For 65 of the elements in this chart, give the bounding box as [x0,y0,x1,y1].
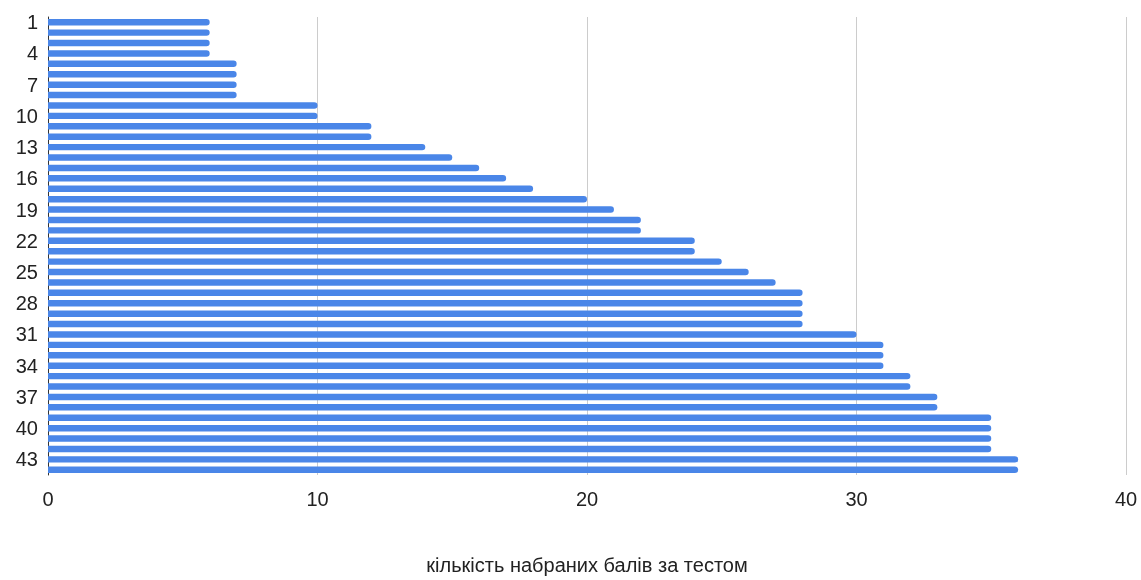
bar [48,456,1019,463]
bar [48,352,884,359]
bar [48,289,803,297]
bar [48,102,318,109]
x-tick-label: 20 [575,488,599,510]
bar [48,268,749,276]
bar [48,237,695,245]
bar [48,29,210,36]
bar [48,435,992,442]
x-tick-label: 10 [306,488,329,510]
bar [48,279,776,286]
bar [48,216,641,224]
y-tick-label: 4 [26,42,38,65]
bar [48,133,372,140]
y-tick-label: 34 [15,354,38,377]
bar [48,60,237,68]
bar [48,91,237,99]
bar [48,112,318,120]
y-tick-label: 16 [15,167,38,190]
y-tick-label: 43 [15,448,38,471]
bar [48,154,453,161]
y-tick-label: 7 [26,73,38,96]
y-tick-label: 10 [15,104,38,127]
bar [48,71,237,78]
bar [48,414,992,421]
bar [48,372,911,380]
bar [48,81,237,88]
bar [48,247,695,255]
bar [48,39,210,47]
x-tick-label: 30 [845,488,868,510]
bar [48,143,426,151]
bar [48,310,803,317]
y-tick-label: 28 [15,292,38,315]
y-tick-label: 40 [15,417,38,440]
y-tick-label: 22 [15,229,38,252]
x-tick-label: 0 [42,488,54,510]
bar [48,331,857,338]
bar [48,466,1019,474]
y-tick-label: 31 [15,323,38,346]
bar [48,185,534,192]
bar [48,393,938,401]
bar [48,206,614,213]
bar [48,195,587,203]
y-tick-label: 25 [15,261,38,284]
y-tick-label: 19 [15,198,38,221]
bar [48,341,884,349]
bar [48,404,938,411]
bar [48,445,992,453]
bar [48,50,210,57]
y-tick-label: 13 [15,136,38,159]
bar [48,164,480,172]
x-tick-label: 40 [1114,488,1138,510]
bar [48,18,210,26]
bar [48,383,911,390]
y-tick-label: 37 [15,385,38,408]
bar [48,300,803,307]
bar [48,320,803,328]
x-axis-title: кількість набраних балів за тестом [426,554,748,576]
bar [48,175,507,182]
y-tick-label: 1 [26,11,38,34]
bar [48,362,884,369]
bar [48,424,992,432]
bar [48,123,372,130]
bar [48,227,641,234]
bar [48,258,722,265]
